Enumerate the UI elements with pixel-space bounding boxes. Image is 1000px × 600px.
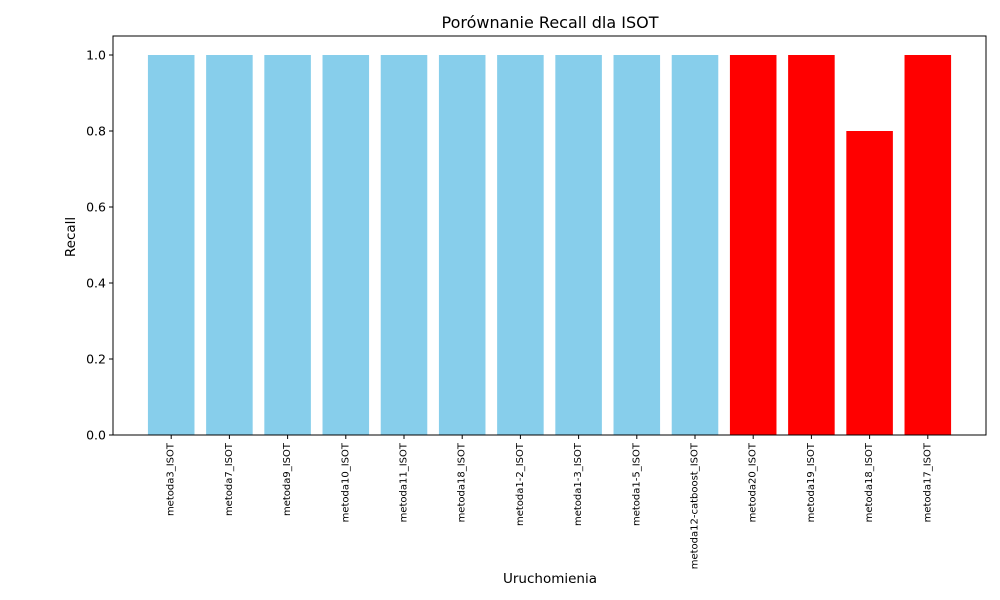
bar-9 [671, 55, 719, 435]
x-tick-label: metoda10_ISOT [340, 442, 351, 522]
y-tick-label: 0.4 [86, 276, 106, 291]
chart-title: Porównanie Recall dla ISOT [442, 13, 659, 32]
bar-12 [846, 131, 893, 435]
y-axis: 0.0 0.2 0.4 0.6 0.8 1.0 [86, 48, 113, 443]
x-tick-label: metoda17_ISOT [922, 442, 933, 522]
x-tick-label: metoda20_ISOT [748, 442, 759, 522]
x-tick-label: metoda7_ISOT [224, 442, 235, 516]
y-axis-title: Recall [63, 217, 79, 257]
plot-frame [112, 35, 987, 436]
y-tick-label: 1.0 [86, 48, 106, 63]
bar-11 [788, 55, 835, 435]
bar-8 [613, 55, 661, 435]
bar-13 [904, 55, 952, 435]
x-tick-label: metoda19_ISOT [806, 442, 817, 522]
bar-7 [555, 55, 602, 435]
bar-6 [497, 55, 544, 435]
x-tick-label: metoda1-3_ISOT [573, 442, 584, 526]
bar-0 [147, 55, 195, 435]
bar-5 [438, 55, 486, 435]
y-tick-label: 0.2 [86, 352, 106, 367]
bar-10 [729, 55, 777, 435]
x-tick-label: metoda12-catboost_ISOT [690, 442, 701, 569]
bar-4 [380, 55, 428, 435]
y-tick-label: 0.0 [86, 428, 106, 443]
x-tick-label: metoda1-5_ISOT [631, 442, 642, 526]
x-tick-label: metoda3_ISOT [166, 442, 177, 516]
x-axis: metoda3_ISOT metoda7_ISOT metoda9_ISOT meto… [166, 435, 933, 569]
bar-3 [322, 55, 370, 435]
x-tick-label: metoda1-2_ISOT [515, 442, 526, 526]
bars-group [147, 55, 952, 435]
x-tick-label: metoda9_ISOT [282, 442, 293, 516]
x-tick-label: metoda18_ISOT [457, 442, 468, 522]
bar-1 [206, 55, 253, 435]
y-tick-label: 0.8 [86, 124, 106, 139]
y-tick-label: 0.6 [86, 200, 106, 215]
x-tick-label: metoda11_ISOT [399, 442, 410, 522]
x-tick-label: metoda18_ISOT [864, 442, 875, 522]
x-axis-title: Uruchomienia [503, 571, 597, 587]
bar-2 [264, 55, 311, 435]
